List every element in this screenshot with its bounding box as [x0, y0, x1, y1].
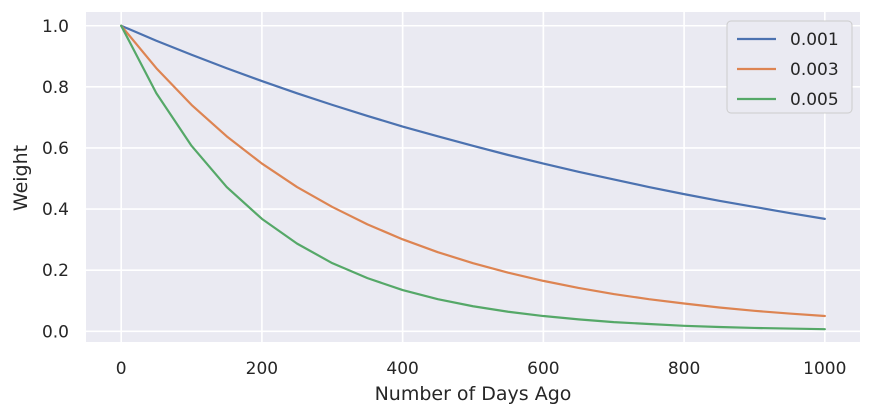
legend-label: 0.005	[790, 90, 839, 110]
x-axis-label: Number of Days Ago	[375, 383, 572, 405]
series-line-0.001	[120, 24, 826, 220]
y-tick-labels: 0.0 0.2 0.4 0.6 0.8 1.0	[42, 17, 69, 343]
y-tick-label: 0.4	[42, 200, 69, 220]
y-tick-label: 0.2	[42, 261, 69, 281]
series-lines	[120, 24, 826, 331]
y-tick-label: 0.8	[42, 78, 69, 98]
series-line-0.003	[120, 24, 826, 318]
y-tick-label: 0.6	[42, 139, 69, 159]
legend-box	[726, 20, 853, 114]
x-tick-label: 800	[668, 359, 700, 379]
legend-label: 0.003	[790, 60, 839, 80]
x-tick-label: 200	[246, 359, 278, 379]
x-tick-label: 0	[116, 359, 127, 379]
x-tick-labels: 0 200 400 600 800 1000	[116, 359, 847, 379]
series-line-0.005	[120, 24, 826, 331]
y-tick-label: 0.0	[42, 322, 69, 342]
legend: 0.001 0.003 0.005	[726, 20, 853, 114]
y-tick-label: 1.0	[42, 17, 69, 37]
x-tick-label: 600	[527, 359, 559, 379]
x-tick-label: 1000	[803, 359, 846, 379]
y-axis-label: Weight	[10, 145, 32, 211]
x-tick-label: 400	[386, 359, 418, 379]
legend-label: 0.001	[790, 30, 839, 50]
